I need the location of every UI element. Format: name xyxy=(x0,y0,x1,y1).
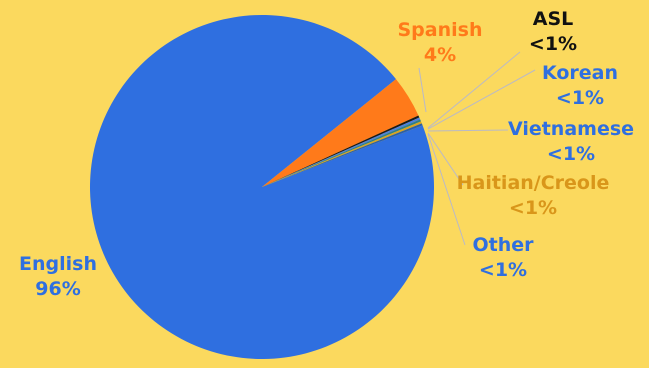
slice-label-spanish: Spanish 4% xyxy=(398,19,483,66)
pie-slice-other xyxy=(262,123,423,187)
slice-label-value-asl: <1% xyxy=(529,33,577,55)
slice-label-name-other: Other xyxy=(472,234,534,256)
slice-label-english: English 96% xyxy=(19,253,97,300)
slice-label-vietnamese: Vietnamese <1% xyxy=(508,118,634,165)
pie-slice-asl xyxy=(262,115,420,187)
pie-slice-korean xyxy=(262,117,421,187)
slice-label-name-vietnamese: Vietnamese xyxy=(508,118,634,140)
slice-label-name-asl: ASL xyxy=(533,8,574,30)
slice-label-korean: Korean <1% xyxy=(542,62,618,109)
pie-slice-spanish xyxy=(262,79,419,187)
leader-line-haitian-creole xyxy=(427,132,464,186)
slice-label-value-spanish: 4% xyxy=(424,44,456,66)
leader-line-vietnamese xyxy=(427,129,509,132)
slice-label-name-english: English xyxy=(19,253,97,275)
slice-label-name-spanish: Spanish xyxy=(398,19,483,41)
slice-label-asl: ASL <1% xyxy=(529,8,577,55)
leader-line-spanish xyxy=(418,67,427,113)
pie-slice-haitian-creole xyxy=(262,121,422,187)
leader-line-asl xyxy=(427,51,521,129)
pie-slice-english xyxy=(89,14,434,360)
pie-slices xyxy=(89,14,434,360)
slice-label-value-english: 96% xyxy=(35,278,80,300)
pie-slice-vietnamese xyxy=(262,119,421,187)
slice-label-haitian-creole: Haitian/Creole <1% xyxy=(457,172,610,219)
slice-label-name-haitian-creole: Haitian/Creole xyxy=(457,172,610,194)
leader-lines xyxy=(418,51,536,246)
leader-line-korean xyxy=(427,69,536,130)
slice-label-value-korean: <1% xyxy=(556,87,604,109)
slice-label-other: Other <1% xyxy=(472,234,534,281)
slice-label-name-korean: Korean xyxy=(542,62,618,84)
slice-label-value-vietnamese: <1% xyxy=(547,143,595,165)
slice-labels: English 96%Spanish 4%ASL <1%Korean <1%Vietna… xyxy=(19,8,634,300)
leader-line-other xyxy=(427,133,466,246)
slice-label-value-haitian-creole: <1% xyxy=(509,197,557,219)
slice-label-value-other: <1% xyxy=(479,259,527,281)
